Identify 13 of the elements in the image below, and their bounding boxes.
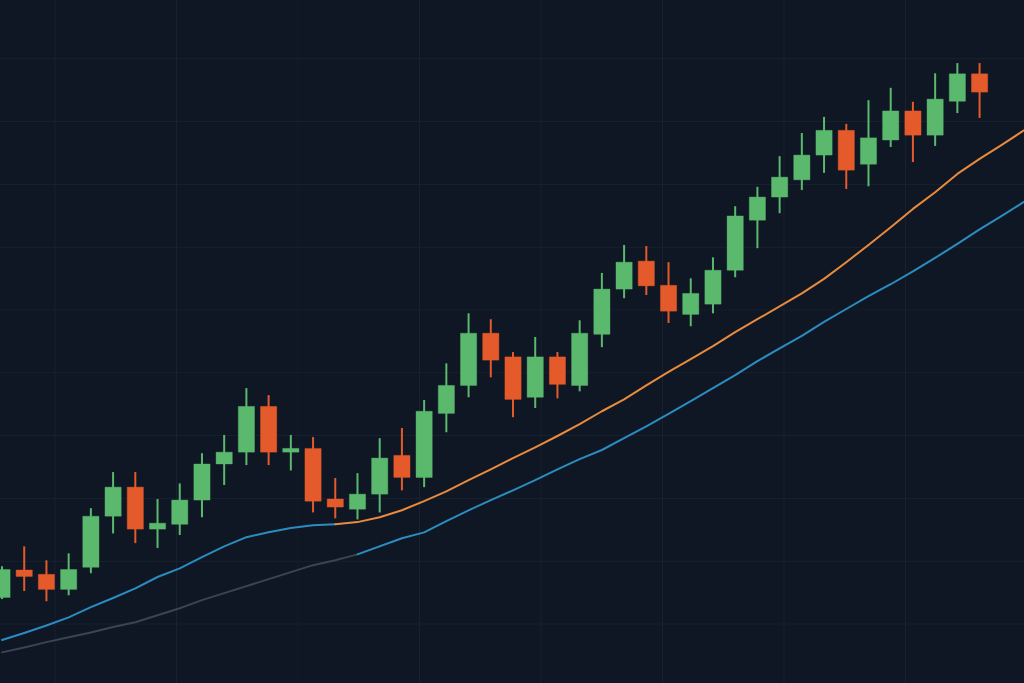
candlestick [326,476,344,520]
candlestick [282,433,300,472]
candlestick [749,185,766,250]
candlestick [971,62,988,119]
candlestick [60,552,77,597]
candlestick [682,277,700,328]
candlestick [349,472,366,521]
candlestick [771,155,788,215]
candlestick [38,559,55,603]
candlestick [215,433,233,486]
candlestick [149,497,166,549]
candlestick [15,545,33,593]
candlestick [393,426,411,492]
